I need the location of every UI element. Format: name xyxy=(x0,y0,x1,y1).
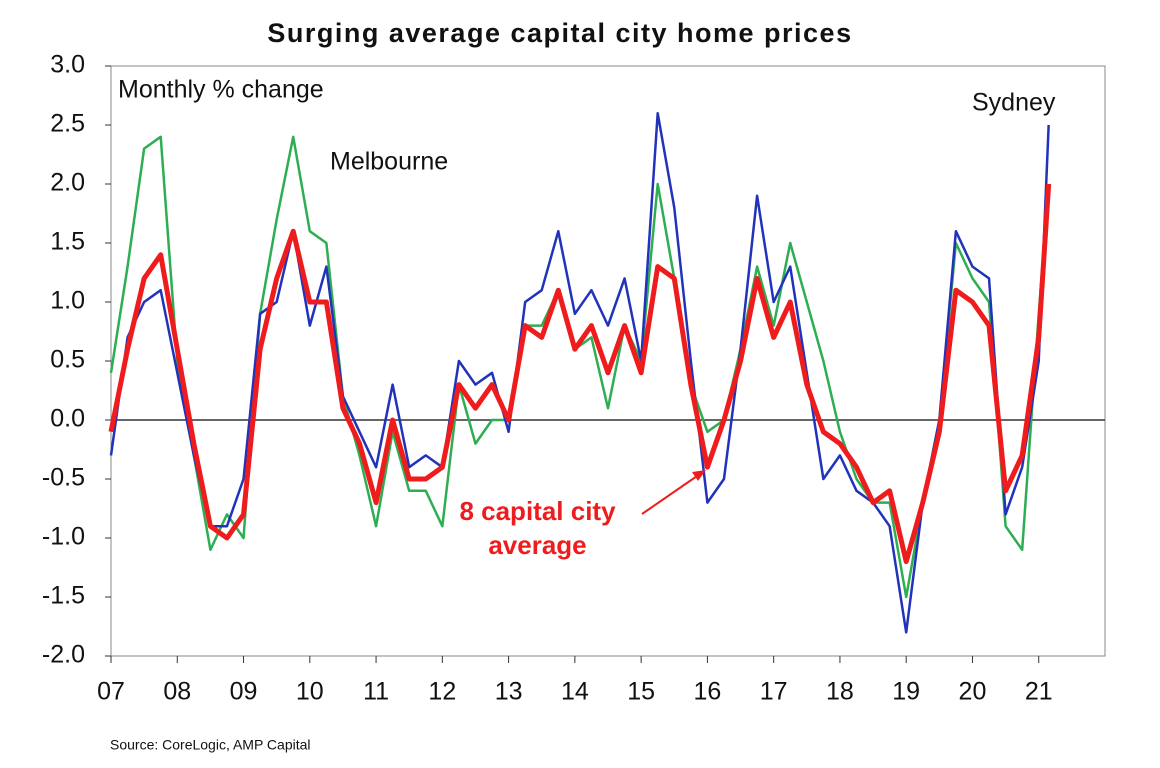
x-tick-label: 15 xyxy=(627,678,655,706)
series-label: Melbourne xyxy=(330,148,448,176)
y-tick-label: -1.5 xyxy=(42,582,85,610)
x-tick-label: 17 xyxy=(760,678,788,706)
annotation-arrow xyxy=(641,473,701,515)
source: Source: CoreLogic, AMP Capital xyxy=(110,737,311,753)
chart-title: Surging average capital city home prices xyxy=(267,18,852,48)
x-tick-label: 12 xyxy=(428,678,456,706)
x-tick-label: 11 xyxy=(363,678,389,706)
y-tick-label: 3.0 xyxy=(50,51,85,79)
series-label: 8 capital city average xyxy=(459,496,616,560)
y-tick-label: -2.0 xyxy=(42,641,85,669)
series-line xyxy=(109,135,1050,599)
x-tick-label: 08 xyxy=(163,678,191,706)
y-tick-label: 0.5 xyxy=(50,346,85,374)
x-tick-label: 07 xyxy=(97,678,125,706)
y-tick-label: -0.5 xyxy=(42,464,85,492)
y-tick-label: 1.0 xyxy=(50,287,85,315)
series-label: Sydney xyxy=(972,89,1056,117)
y-tick-label: -1.0 xyxy=(42,523,85,551)
x-tick-label: 16 xyxy=(693,678,721,706)
series-line xyxy=(108,183,1052,565)
y-label: Monthly % change xyxy=(118,76,324,104)
x-tick-label: 20 xyxy=(959,678,987,706)
arrow-head xyxy=(692,470,706,481)
x-tick-label: 14 xyxy=(561,678,589,706)
y-tick-label: 1.5 xyxy=(50,228,85,256)
x-tick-label: 09 xyxy=(230,678,258,706)
x-tick-label: 10 xyxy=(296,678,324,706)
y-tick-label: 2.0 xyxy=(50,169,85,197)
x-tick-label: 13 xyxy=(495,678,523,706)
x-tick-label: 21 xyxy=(1025,678,1053,706)
x-tick-label: 19 xyxy=(892,678,920,706)
y-tick-label: 2.5 xyxy=(50,110,85,138)
y-tick-label: 0.0 xyxy=(50,405,85,433)
x-tick-label: 18 xyxy=(826,678,854,706)
